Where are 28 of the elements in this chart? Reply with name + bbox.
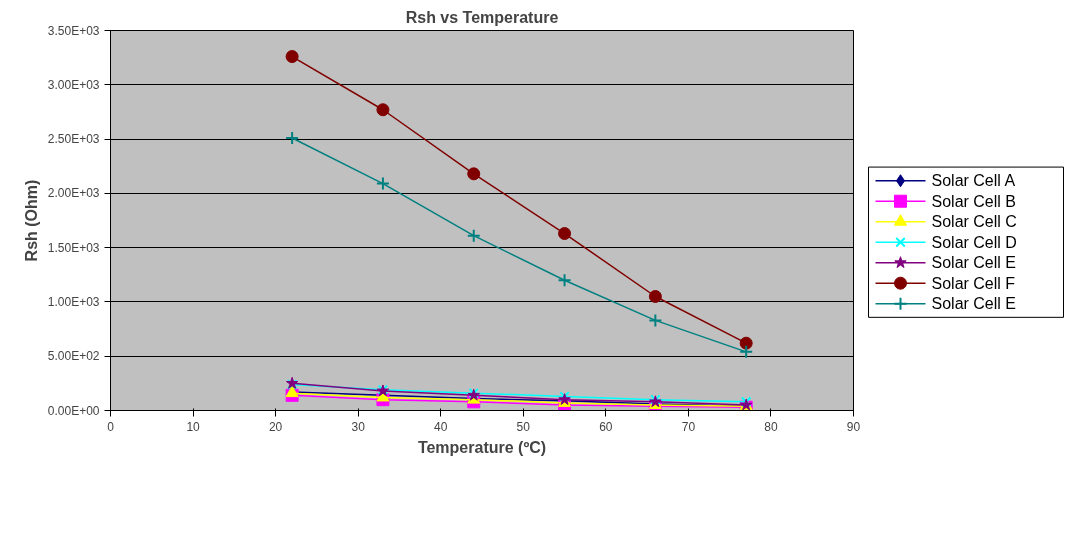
y-tick-label: 3.50E+03	[47, 23, 100, 38]
chart-title: Rsh vs Temperature	[405, 8, 559, 26]
y-tick-label: 0.00E+00	[47, 403, 100, 418]
x-tick-label: 40	[434, 419, 448, 434]
x-tick-label: 70	[681, 419, 696, 434]
x-axis-title: Temperature (ºC)	[417, 438, 547, 456]
y-tick-label: 2.00E+03	[47, 186, 100, 201]
x-tick-label: 10	[186, 419, 201, 434]
x-tick-label: 0	[107, 419, 115, 434]
x-tick-label: 30	[351, 419, 366, 434]
x-tick-label: 20	[268, 419, 283, 434]
legend-label: Solar Cell D	[931, 233, 1017, 251]
legend-label: Solar Cell B	[931, 192, 1016, 210]
legend-label: Solar Cell A	[931, 172, 1016, 190]
legend-label: Solar Cell E	[931, 254, 1016, 272]
legend-label: Solar Cell C	[931, 213, 1017, 231]
y-axis-title: Rsh (Ohm)	[22, 179, 40, 262]
x-tick-label: 80	[764, 419, 778, 434]
y-tick-label: 3.00E+03	[47, 77, 100, 92]
legend-label: Solar Cell F	[931, 274, 1016, 292]
y-tick-label: 5.00E+02	[47, 349, 100, 364]
x-tick-label: 90	[846, 419, 861, 434]
y-tick-label: 1.50E+03	[47, 240, 100, 255]
y-tick-label: 2.50E+03	[47, 132, 100, 147]
x-tick-label: 50	[516, 419, 531, 434]
x-tick-label: 60	[599, 419, 613, 434]
legend-label: Solar Cell E	[931, 295, 1016, 313]
y-tick-label: 1.00E+03	[47, 294, 100, 309]
